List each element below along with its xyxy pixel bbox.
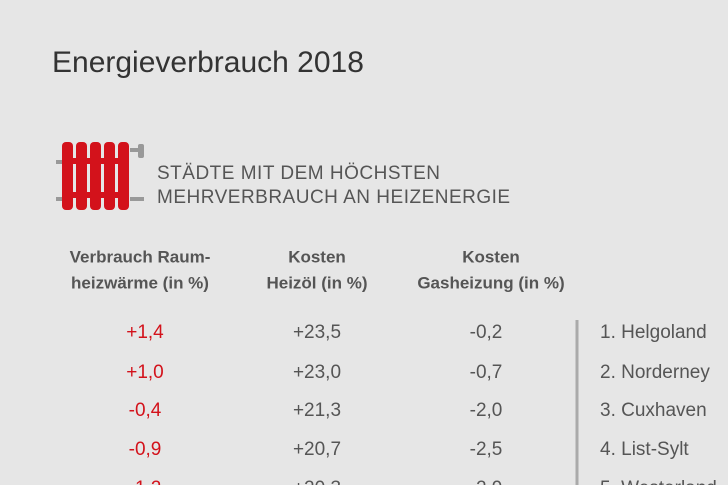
table-cell: -0,9 — [129, 439, 162, 460]
city-rank: 5. Westerland — [600, 478, 717, 485]
column-header: Kosten — [462, 247, 520, 266]
table-cell: +1,4 — [126, 322, 164, 343]
radiator-icon — [56, 142, 144, 210]
table-cell: -0,2 — [470, 322, 503, 343]
table-cell: +23,5 — [293, 322, 341, 343]
table-cell: -2,5 — [470, 439, 503, 460]
table-cell: -0,7 — [470, 362, 503, 383]
subtitle-line: STÄDTE MIT DEM HÖCHSTEN — [157, 163, 441, 184]
table-cell: -1,2 — [129, 478, 162, 485]
column-header: Gasheizung (in %) — [417, 273, 564, 292]
city-rank: 2. Norderney — [600, 362, 710, 383]
table-cell: +1,0 — [126, 362, 164, 383]
column-header: Heizöl (in %) — [266, 273, 367, 292]
column-header: Kosten — [288, 247, 346, 266]
city-rank: 1. Helgoland — [600, 322, 707, 343]
table-cell: -2,9 — [470, 478, 503, 485]
table-cell: +21,3 — [293, 400, 341, 421]
title: Energieverbrauch 2018 — [52, 46, 364, 79]
table-cell: +20,7 — [293, 439, 341, 460]
table-cell: +20,3 — [293, 478, 341, 485]
subtitle-line: MEHRVERBRAUCH AN HEIZENERGIE — [157, 187, 511, 208]
column-header: heizwärme (in %) — [71, 273, 209, 292]
table-cell: -2,0 — [470, 400, 503, 421]
table-cell: -0,4 — [129, 400, 162, 421]
city-rank: 4. List-Sylt — [600, 439, 689, 460]
table-cell: +23,0 — [293, 362, 341, 383]
column-header: Verbrauch Raum- — [70, 247, 211, 266]
city-rank: 3. Cuxhaven — [600, 400, 707, 421]
